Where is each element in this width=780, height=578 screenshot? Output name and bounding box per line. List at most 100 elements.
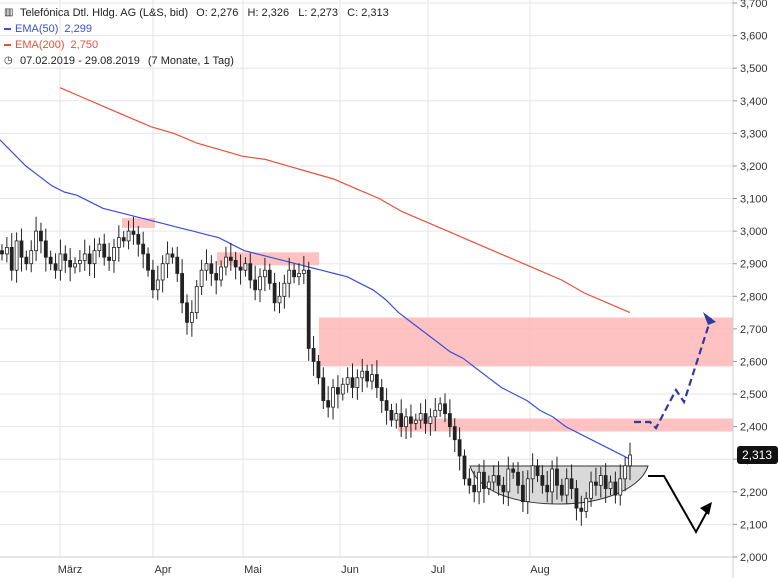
candle-body xyxy=(365,370,370,382)
candle-body xyxy=(287,269,292,284)
candle-body xyxy=(520,484,525,502)
period-range: 07.02.2019 - 29.08.2019 xyxy=(20,55,140,67)
clock-icon: ◷ xyxy=(4,55,13,66)
candle-body xyxy=(530,465,535,480)
y-tick-label: 2,600 xyxy=(740,356,768,368)
y-tick-label: 2,000 xyxy=(740,552,768,564)
candle-body xyxy=(0,250,4,255)
y-tick-label: 3,000 xyxy=(740,226,768,238)
candle-body xyxy=(482,471,486,489)
candle-body xyxy=(63,253,68,261)
candle-body xyxy=(107,256,112,261)
candle-body xyxy=(194,286,199,313)
candle-body xyxy=(277,295,282,304)
bullish-forecast-arrow xyxy=(634,317,713,430)
candle-body xyxy=(116,237,121,248)
candle-body xyxy=(9,247,14,271)
candle-body xyxy=(384,400,389,411)
candle-body xyxy=(102,243,107,258)
y-tick-label: 3,300 xyxy=(740,128,768,140)
x-tick-label: Apr xyxy=(154,564,171,576)
candle-body xyxy=(185,302,189,323)
candle-body xyxy=(516,471,520,486)
candle-body xyxy=(326,400,331,408)
candle-body xyxy=(272,282,277,304)
candle-body xyxy=(53,263,58,271)
candle-body xyxy=(394,413,399,421)
candle-body xyxy=(555,468,559,486)
ema200-value: 2,750 xyxy=(70,39,99,51)
y-tick-label: 3,400 xyxy=(740,96,768,108)
candle-body xyxy=(112,247,116,261)
y-tick-label: 3,100 xyxy=(740,194,768,206)
candle-body xyxy=(97,243,102,252)
candle-body xyxy=(457,439,462,457)
x-tick-label: Jun xyxy=(341,564,359,576)
candle-body xyxy=(121,237,126,242)
candle-body xyxy=(501,484,506,493)
candle-body xyxy=(248,263,253,281)
candle-body xyxy=(311,348,316,362)
candle-body xyxy=(68,260,73,268)
candle-body xyxy=(321,377,326,401)
forecast-arrows xyxy=(634,312,716,535)
candle-body xyxy=(379,387,384,401)
candle-body xyxy=(370,374,374,382)
ema200-label: EMA(200) xyxy=(15,39,65,51)
resistance-zone xyxy=(122,218,155,228)
candle-body xyxy=(608,481,613,489)
candle-body xyxy=(511,468,516,473)
candle-body xyxy=(243,263,248,271)
ema50-swatch xyxy=(4,28,11,30)
candle-body xyxy=(155,279,160,291)
candle-body xyxy=(297,273,301,278)
candle-body xyxy=(340,383,345,395)
candle-body xyxy=(29,250,34,265)
candle-body xyxy=(603,475,608,489)
candle-body xyxy=(452,426,457,441)
candle-body xyxy=(331,387,335,408)
ema200-line xyxy=(59,87,631,314)
candle-body xyxy=(77,260,82,265)
candle-body xyxy=(374,374,379,388)
y-tick-label: 3,500 xyxy=(740,63,768,75)
y-tick-label: 2,700 xyxy=(740,324,768,336)
grid-lines xyxy=(0,0,733,558)
candle-body xyxy=(506,468,511,493)
chart-legend: ▥ Telefónica Dtl. Hldg. AG (L&S, bid) O:… xyxy=(4,5,389,69)
candlestick-icon: ▥ xyxy=(4,7,14,18)
candle-body xyxy=(34,230,38,252)
candle-body xyxy=(58,253,63,271)
candle-body xyxy=(282,282,287,297)
candle-body xyxy=(467,478,472,486)
ema200-path xyxy=(59,87,631,314)
instrument-name: Telefónica Dtl. Hldg. AG (L&S, bid) xyxy=(20,7,189,19)
bearish-arrowhead xyxy=(700,502,712,515)
y-axis: 2,0002,1002,2002,3002,4002,5002,6002,700… xyxy=(732,0,768,578)
candle-body xyxy=(267,269,272,284)
candle-body xyxy=(253,279,258,291)
x-tick-label: Mai xyxy=(244,564,262,576)
candle-body xyxy=(496,475,501,486)
ema50-label: EMA(50) xyxy=(15,23,59,35)
candle-body xyxy=(443,403,447,415)
candle-body xyxy=(219,266,223,281)
candle-body xyxy=(574,488,579,509)
candle-body xyxy=(613,481,618,496)
last-price-marker: 2,313 xyxy=(737,445,778,464)
candle-body xyxy=(462,455,467,480)
candle-body xyxy=(569,478,574,489)
candle-body xyxy=(350,377,355,388)
y-tick-label: 2,200 xyxy=(740,487,768,499)
candle-body xyxy=(131,230,136,235)
y-tick-label: 2,500 xyxy=(740,389,768,401)
candle-body xyxy=(24,256,29,265)
ohlc-values: O: 2,276 H: 2,326 L: 2,273 C: 2,313 xyxy=(196,7,389,19)
candle-body xyxy=(238,266,243,271)
candle-body xyxy=(477,471,481,493)
candle-body xyxy=(4,247,9,255)
resistance-zones xyxy=(122,218,733,432)
x-tick-label: März xyxy=(58,564,82,576)
candle-body xyxy=(146,253,150,271)
